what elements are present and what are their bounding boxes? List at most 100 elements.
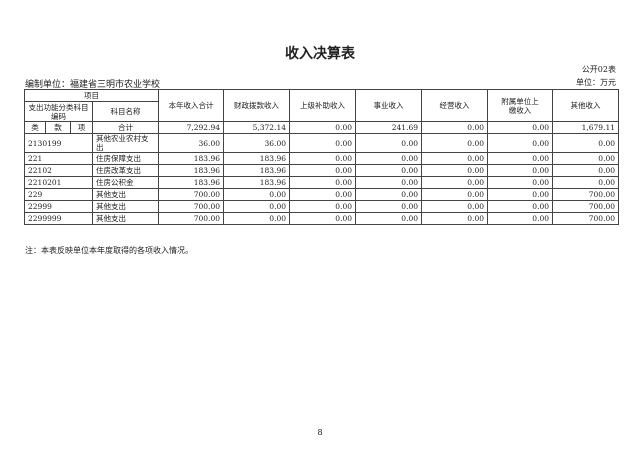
row-value: 36.00: [223, 133, 290, 153]
row-value: 0.00: [421, 164, 488, 177]
row-code: 2130199: [24, 133, 93, 153]
header-xiang: 项: [70, 121, 93, 134]
total-value: 5,372.14: [223, 121, 290, 134]
header-affiliated: 附属单位上缴收入: [487, 89, 553, 122]
row-value: 183.96: [158, 152, 224, 165]
row-value: 0.00: [289, 133, 356, 153]
header-superior: 上级补助收入: [289, 89, 356, 122]
form-number: 公开02表: [581, 65, 616, 74]
table-note: 注：本表反映单位本年度取得的各项收入情况。: [25, 246, 193, 255]
row-value: 700.00: [552, 200, 619, 213]
row-value: 0.00: [355, 176, 422, 189]
header-business: 事业收入: [355, 89, 422, 122]
row-value: 0.00: [289, 164, 356, 177]
row-value: 700.00: [158, 188, 224, 201]
row-value: 0.00: [421, 212, 488, 225]
row-value: 0.00: [355, 200, 422, 213]
table-row: 22102 住房改革支出 183.96 183.96 0.00 0.00 0.00 0.00 0…: [24, 164, 619, 177]
row-value: 0.00: [223, 188, 290, 201]
total-value: 241.69: [355, 121, 422, 134]
table-row: 221 住房保障支出 183.96 183.96 0.00 0.00 0.00 0.00 0.0…: [24, 152, 619, 165]
table-row: 2299999 其他支出 700.00 0.00 0.00 0.00 0.00 0.00 700…: [24, 212, 619, 225]
row-value: 700.00: [552, 212, 619, 225]
row-value: 0.00: [289, 176, 356, 189]
row-value: 183.96: [158, 176, 224, 189]
row-value: 183.96: [223, 152, 290, 165]
table-row: 2130199 其他农业农村支出 36.00 36.00 0.00 0.00 0.00 0.0…: [24, 133, 619, 153]
row-value: 183.96: [158, 164, 224, 177]
header-subject-name: 科目名称: [92, 101, 159, 122]
row-value: 0.00: [487, 188, 553, 201]
row-value: 183.96: [223, 176, 290, 189]
income-table: 项目 本年收入合计 财政拨款收入 上级补助收入 事业收入 经营收入 附属单位上缴…: [24, 89, 619, 225]
row-value: 0.00: [421, 152, 488, 165]
row-value: 183.96: [223, 164, 290, 177]
unit-label: 单位：万元: [576, 78, 616, 87]
row-value: 0.00: [223, 212, 290, 225]
table-row: 2210201 住房公积金 183.96 183.96 0.00 0.00 0.00 0.00…: [24, 176, 619, 189]
header-total: 本年收入合计: [158, 89, 224, 122]
header-kuan: 款: [45, 121, 71, 134]
row-name: 其他支出: [92, 212, 159, 225]
row-value: 0.00: [487, 200, 553, 213]
page-title: 收入决算表: [285, 46, 355, 62]
organization: 编制单位：福建省三明市农业学校: [25, 80, 161, 90]
row-code: 221: [24, 152, 93, 165]
row-value: 36.00: [158, 133, 224, 153]
row-value: 0.00: [289, 188, 356, 201]
total-label: 合计: [92, 121, 159, 134]
table-row: 22999 其他支出 700.00 0.00 0.00 0.00 0.00 0.00 700.0…: [24, 200, 619, 213]
header-other: 其他收入: [552, 89, 619, 122]
row-value: 0.00: [421, 133, 488, 153]
row-code: 2299999: [24, 212, 93, 225]
header-operating: 经营收入: [421, 89, 488, 122]
header-row: 项目 本年收入合计 财政拨款收入 上级补助收入 事业收入 经营收入 附属单位上缴…: [24, 89, 619, 122]
row-value: 0.00: [223, 200, 290, 213]
row-value: 0.00: [487, 152, 553, 165]
total-value: 1,679.11: [552, 121, 619, 134]
total-row: 类 款 项 合计 7,292.94 5,372.14 0.00 241.69 0…: [24, 121, 619, 134]
row-value: 0.00: [552, 176, 619, 189]
row-name: 住房保障支出: [92, 152, 159, 165]
table-row: 229 其他支出 700.00 0.00 0.00 0.00 0.00 0.00 700.00: [24, 188, 619, 201]
header-lei: 类: [24, 121, 46, 134]
row-value: 700.00: [158, 212, 224, 225]
row-value: 0.00: [421, 176, 488, 189]
row-code: 229: [24, 188, 93, 201]
row-value: 0.00: [289, 212, 356, 225]
total-value: 7,292.94: [158, 121, 224, 134]
row-code: 2210201: [24, 176, 93, 189]
total-value: 0.00: [487, 121, 553, 134]
row-value: 0.00: [421, 188, 488, 201]
total-value: 0.00: [289, 121, 356, 134]
page-number: 8: [317, 428, 323, 437]
row-value: 700.00: [158, 200, 224, 213]
row-name: 其他支出: [92, 200, 159, 213]
row-code: 22102: [24, 164, 93, 177]
row-name: 住房公积金: [92, 176, 159, 189]
row-value: 0.00: [487, 133, 553, 153]
header-func-code: 支出功能分类科目编码: [24, 101, 93, 122]
row-value: 700.00: [552, 188, 619, 201]
row-code: 22999: [24, 200, 93, 213]
row-value: 0.00: [487, 164, 553, 177]
row-name: 其他支出: [92, 188, 159, 201]
row-name: 住房改革支出: [92, 164, 159, 177]
row-value: 0.00: [487, 176, 553, 189]
row-value: 0.00: [289, 152, 356, 165]
header-fiscal: 财政拨款收入: [223, 89, 290, 122]
row-value: 0.00: [289, 200, 356, 213]
row-value: 0.00: [421, 200, 488, 213]
row-value: 0.00: [487, 212, 553, 225]
row-value: 0.00: [552, 152, 619, 165]
row-value: 0.00: [355, 188, 422, 201]
row-value: 0.00: [355, 133, 422, 153]
row-value: 0.00: [355, 212, 422, 225]
row-value: 0.00: [355, 152, 422, 165]
row-value: 0.00: [552, 133, 619, 153]
header-row: 支出功能分类科目编码 科目名称: [24, 101, 619, 122]
row-name: 其他农业农村支出: [92, 133, 159, 153]
row-value: 0.00: [552, 164, 619, 177]
row-value: 0.00: [355, 164, 422, 177]
